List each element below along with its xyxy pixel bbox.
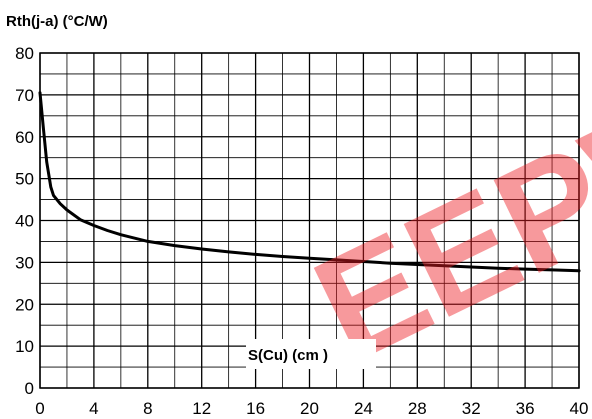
y-tick-label: 60 — [15, 128, 34, 147]
grid-lines — [39, 52, 580, 389]
y-axis-title: Rth(j-a) (°C/W) — [6, 13, 108, 30]
y-tick-label: 50 — [15, 170, 34, 189]
x-tick-label: 16 — [246, 399, 265, 418]
x-tick-label: 0 — [35, 399, 44, 418]
y-tick-label: 70 — [15, 86, 34, 105]
y-tick-label: 0 — [25, 379, 34, 398]
y-tick-label: 20 — [15, 295, 34, 314]
y-tick-label: 10 — [15, 337, 34, 356]
y-tick-label: 40 — [15, 212, 34, 231]
plot-frame — [39, 52, 580, 389]
x-tick-labels: 0 4 8 12 16 20 24 28 32 36 40 — [35, 399, 588, 418]
y-tick-labels: 0 10 20 30 40 50 60 70 80 — [15, 44, 34, 398]
x-tick-label: 8 — [143, 399, 152, 418]
x-axis-title: S(Cu) (cm ) — [248, 347, 328, 364]
y-tick-label: 30 — [15, 253, 34, 272]
x-tick-label: 28 — [408, 399, 427, 418]
y-tick-label: 80 — [15, 44, 34, 63]
series-line-rth — [38, 91, 581, 273]
x-tick-label: 24 — [354, 399, 373, 418]
x-axis-title-background — [246, 339, 376, 369]
x-tick-label: 4 — [89, 399, 98, 418]
series-layer — [38, 91, 581, 273]
x-tick-label: 20 — [300, 399, 319, 418]
x-tick-label: 32 — [462, 399, 481, 418]
x-tick-label: 36 — [516, 399, 535, 418]
x-tick-label: 40 — [570, 399, 589, 418]
x-tick-label: 12 — [192, 399, 211, 418]
